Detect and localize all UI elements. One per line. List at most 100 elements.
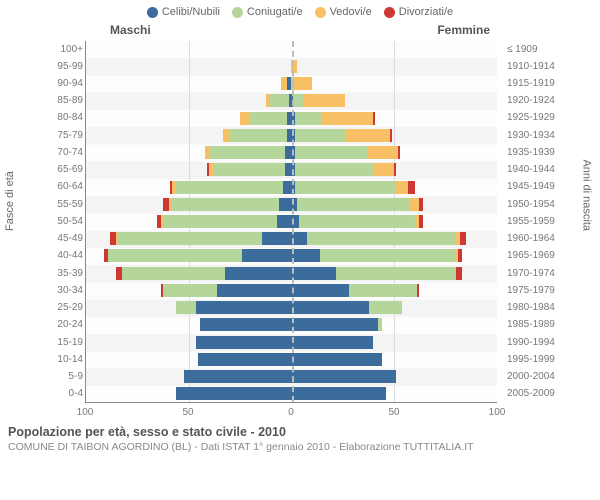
birth-year-label: 1930-1934 [507,127,549,144]
chart-title: Popolazione per età, sesso e stato civil… [8,425,592,439]
bar-segment [184,370,291,383]
bar-segment [378,318,382,331]
female-bars [291,318,497,331]
legend-label: Celibi/Nubili [162,6,220,18]
female-bars [291,60,497,73]
bar-segment [196,301,291,314]
birth-year-label: 2005-2009 [507,385,549,402]
age-label: 10-14 [41,351,83,368]
legend-item: Divorziati/e [384,6,453,18]
bar-segment [242,249,291,262]
male-bars [85,387,291,400]
y-axis-right-title: Anni di nascita [581,159,593,231]
female-bars [291,336,497,349]
legend-label: Vedovi/e [330,6,372,18]
birth-year-label: 1985-1989 [507,316,549,333]
male-section-title: Maschi [110,23,151,37]
bar-segment [373,163,394,176]
birth-year-label: 1940-1944 [507,161,549,178]
y-axis-right: ≤ 19091910-19141915-19191920-19241925-19… [503,41,545,403]
female-bars [291,77,497,90]
bar-segment [458,249,462,262]
birth-year-label: 1925-1929 [507,109,549,126]
bar-segment [209,146,285,159]
age-label: 15-19 [41,334,83,351]
female-bars [291,181,497,194]
male-bars [85,112,291,125]
female-bars [291,353,497,366]
male-bars [85,60,291,73]
bar-segment [172,198,279,211]
female-section-title: Femmine [437,23,490,37]
bar-segment [373,112,375,125]
chart-footer: Popolazione per età, sesso e stato civil… [0,421,600,453]
bar-segment [270,94,289,107]
bar-segment [163,284,217,297]
bar-segment [291,387,386,400]
female-bars [291,387,497,400]
male-bars [85,301,291,314]
x-tick-label: 0 [288,407,294,418]
bar-segment [262,232,291,245]
y-axis-left-title: Fasce di età [4,171,16,231]
birth-year-label: 1935-1939 [507,144,549,161]
bar-segment [250,112,287,125]
x-tick-label: 100 [489,407,506,418]
bar-segment [118,232,262,245]
age-label: 75-79 [41,127,83,144]
male-bars [85,215,291,228]
bar-segment [396,181,408,194]
bar-segment [419,198,423,211]
legend-item: Celibi/Nubili [147,6,220,18]
legend-swatch [147,7,158,18]
x-axis: 10050050100 [85,405,497,421]
bar-segment [369,301,402,314]
bar-segment [213,163,285,176]
bar-segment [398,146,400,159]
bar-segment [307,232,455,245]
bar-segment [200,318,291,331]
female-bars [291,112,497,125]
birth-year-label: 1910-1914 [507,58,549,75]
legend-swatch [384,7,395,18]
age-label: 40-44 [41,247,83,264]
female-bars [291,43,497,56]
section-titles: Maschi Femmine [0,23,600,41]
age-label: 95-99 [41,58,83,75]
bar-segment [460,232,466,245]
bar-segment [408,181,414,194]
bar-segment [295,163,373,176]
bar-segment [163,215,276,228]
age-label: 5-9 [41,368,83,385]
birth-year-label: 1965-1969 [507,247,549,264]
male-bars [85,232,291,245]
bar-segment [419,215,423,228]
age-label: 25-29 [41,299,83,316]
bar-segment [291,249,320,262]
birth-year-label: 1950-1954 [507,196,549,213]
age-label: 70-74 [41,144,83,161]
birth-year-label: 2000-2004 [507,368,549,385]
bar-segment [293,77,312,90]
bar-segment [417,284,419,297]
birth-year-label: 1990-1994 [507,334,549,351]
bar-segment [291,301,369,314]
birth-year-label: 1995-1999 [507,351,549,368]
bar-segment [410,198,418,211]
bar-segment [291,353,382,366]
female-bars [291,284,497,297]
age-label: 20-24 [41,316,83,333]
y-axis-left: 100+95-9990-9485-8980-8475-7970-7465-696… [41,41,83,403]
birth-year-label: 1915-1919 [507,75,549,92]
bar-segment [225,267,291,280]
bar-segment [176,301,197,314]
bar-segment [297,198,410,211]
age-label: 45-49 [41,230,83,247]
bar-segment [291,284,349,297]
bar-segment [229,129,287,142]
population-pyramid-chart: Celibi/NubiliConiugati/eVedovi/eDivorzia… [0,0,600,500]
age-label: 0-4 [41,385,83,402]
age-label: 55-59 [41,196,83,213]
age-label: 80-84 [41,109,83,126]
male-bars [85,370,291,383]
